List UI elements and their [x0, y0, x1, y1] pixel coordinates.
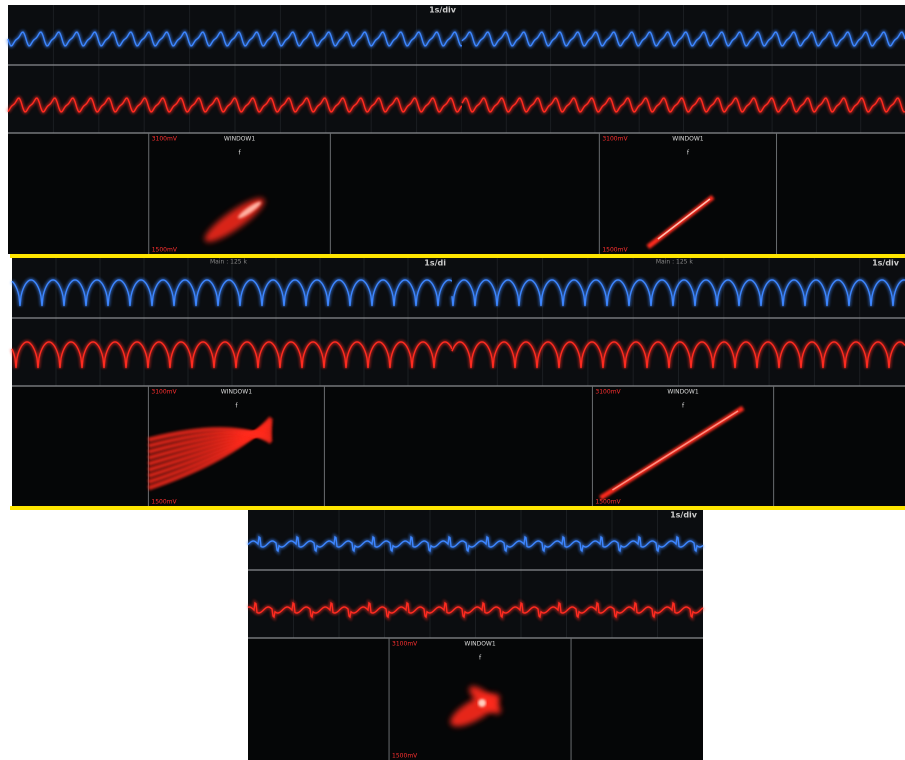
window-title: WINDOW1: [224, 136, 255, 143]
window-title: WINDOW1: [672, 136, 703, 143]
divider: [10, 254, 905, 258]
xy-plot: [478, 699, 486, 707]
time-base: 1s/div: [670, 511, 698, 520]
y-bottom: 1500mV: [392, 753, 418, 760]
y-top: 3100mV: [595, 389, 621, 396]
y-bottom: 1500mV: [595, 499, 621, 506]
time-base: 1s/di: [424, 259, 446, 268]
time-base: 1s/div: [872, 259, 900, 268]
y-top: 3100mV: [152, 136, 178, 143]
y-top: 3100mV: [392, 641, 418, 648]
y-bottom: 1500mV: [151, 499, 177, 506]
y-top: 3100mV: [602, 136, 628, 143]
window-title: WINDOW1: [221, 389, 252, 396]
main-label: Main : 125 k: [210, 259, 248, 266]
window-title: WINDOW1: [464, 641, 495, 648]
window-title: WINDOW1: [667, 389, 698, 396]
screenshot: 1s/div3100mVWINDOW1f1500mV3100mVWINDOW1f…: [0, 0, 905, 760]
time-base: 1s/div: [429, 6, 457, 15]
y-bottom: 1500mV: [152, 247, 178, 254]
main-label: Main : 125 k: [656, 259, 694, 266]
divider: [10, 506, 905, 510]
y-bottom: 1500mV: [602, 247, 628, 254]
y-top: 3100mV: [151, 389, 177, 396]
